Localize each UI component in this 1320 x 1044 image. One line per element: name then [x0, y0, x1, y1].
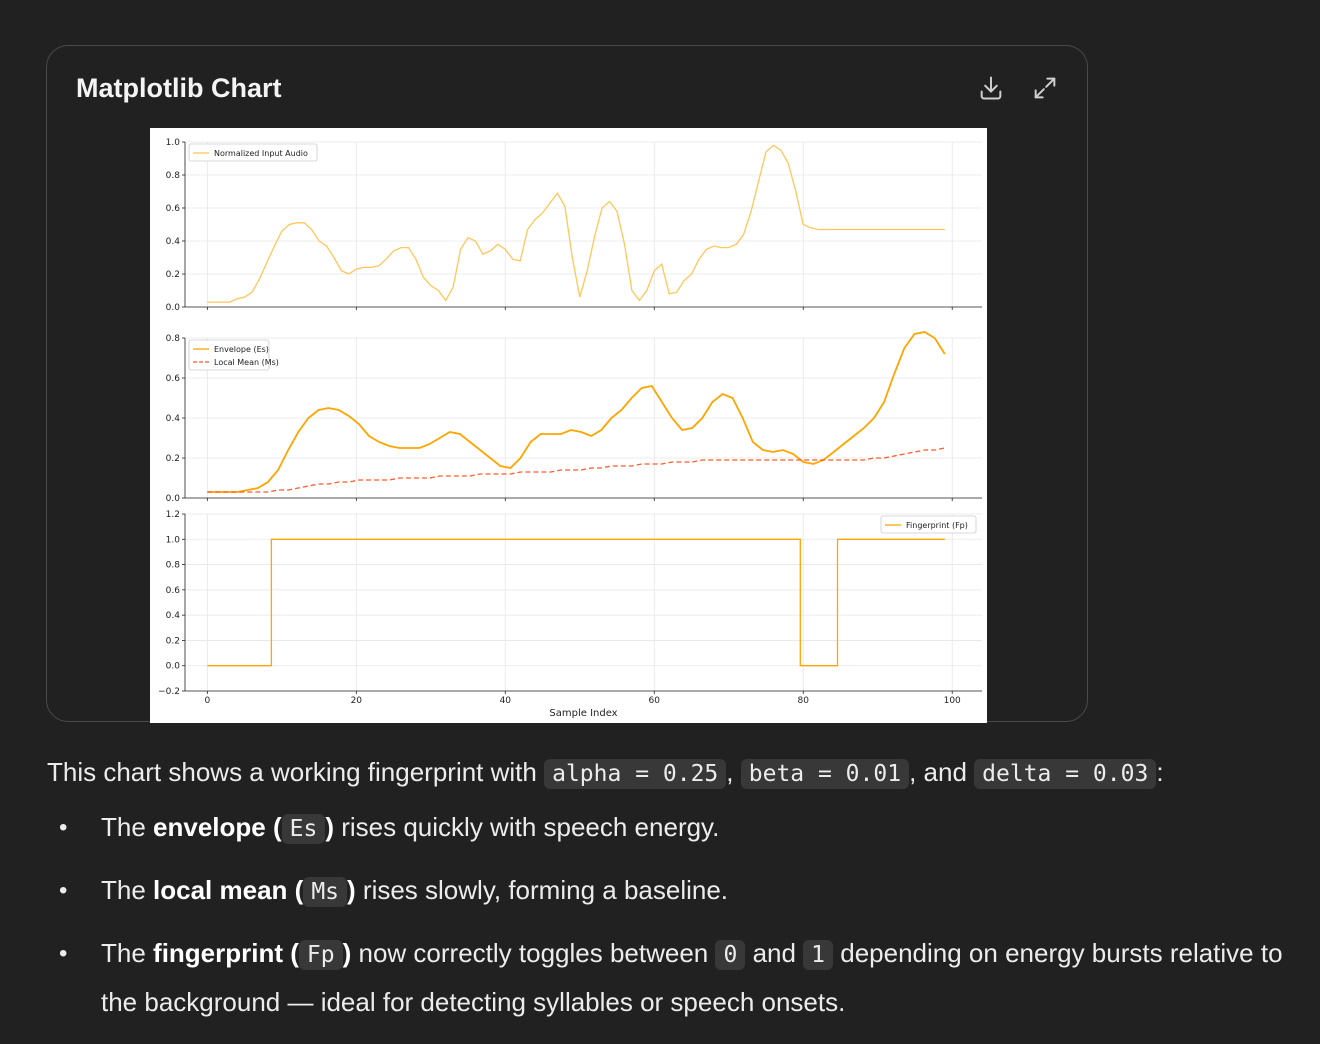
chart-image: 0.0 0.2 0.4 0.6 0.8 1.0 Normalized Input Audio… — [150, 128, 987, 723]
sep-1: , — [726, 757, 734, 787]
x-tick-label: 100 — [944, 696, 961, 706]
bullet-bold-close: ) — [347, 875, 356, 905]
bullet-text: rises quickly with speech energy. — [334, 812, 720, 842]
card-actions — [975, 72, 1061, 104]
bullet-text: The — [101, 875, 154, 905]
bullet-bold: local mean ( — [153, 875, 304, 905]
series-line — [207, 538, 945, 667]
x-tick-label: 60 — [649, 696, 661, 706]
matplotlib-figure: 0.0 0.2 0.4 0.6 0.8 1.0 Normalized Input Audio… — [158, 138, 982, 719]
y-tick-label: 1.0 — [166, 138, 181, 148]
legend-label: Normalized Input Audio — [214, 149, 308, 158]
y-tick-label: 1.0 — [166, 535, 181, 545]
y-tick-label: −0.2 — [158, 687, 180, 697]
y-tick-label: 0.0 — [166, 494, 181, 504]
series-line — [207, 144, 945, 303]
y-tick-label: 0.4 — [166, 237, 181, 247]
bullet-text: now correctly toggles between — [351, 938, 716, 968]
bullet-text: depending on energy bursts relative to t… — [101, 938, 1283, 1017]
list-item: • The local mean (Ms) rises slowly, formi… — [47, 867, 1297, 916]
bullet-dot: • — [59, 814, 68, 841]
series-line — [207, 331, 946, 493]
bullet-list: • The envelope (Es) rises quickly with sp… — [47, 804, 1297, 1026]
code-zero: 0 — [715, 940, 746, 970]
code-beta: beta = 0.01 — [740, 759, 910, 789]
x-tick-label: 40 — [500, 696, 512, 706]
y-tick-label: 1.2 — [166, 510, 180, 520]
y-tick-label: 0.2 — [166, 270, 180, 280]
bullet-bold-close: ) — [325, 812, 334, 842]
code-ms: Ms — [303, 877, 348, 907]
y-tick-label: 0.6 — [166, 586, 181, 596]
series-line — [207, 447, 945, 493]
intro-suffix: : — [1156, 757, 1164, 787]
list-item: • The fingerprint (Fp) now correctly togg… — [47, 930, 1297, 1026]
expand-icon[interactable] — [1029, 72, 1061, 104]
list-item: • The envelope (Es) rises quickly with sp… — [47, 804, 1297, 853]
code-alpha: alpha = 0.25 — [544, 759, 727, 789]
y-tick-label: 0.8 — [166, 334, 181, 344]
code-one: 1 — [803, 940, 834, 970]
legend-label: Local Mean (Ms) — [214, 358, 279, 367]
code-fp: Fp — [298, 940, 343, 970]
code-es: Es — [281, 814, 326, 844]
y-tick-label: 0.4 — [166, 611, 181, 621]
y-tick-label: 0.6 — [166, 204, 181, 214]
legend-box — [880, 515, 977, 534]
bullet-dot: • — [59, 877, 68, 904]
sep-2: , and — [909, 757, 967, 787]
x-axis-label: Sample Index — [549, 708, 617, 719]
response-text: This chart shows a working fingerprint w… — [47, 753, 1297, 1040]
bullet-bold-close: ) — [342, 938, 352, 968]
bullet-bold: envelope ( — [153, 812, 282, 842]
legend-box — [188, 143, 318, 162]
bullet-text: The — [101, 812, 154, 842]
y-tick-label: 0.0 — [166, 303, 181, 313]
code-delta: delta = 0.03 — [974, 759, 1157, 789]
x-tick-label: 20 — [351, 696, 363, 706]
y-tick-label: 0.4 — [166, 414, 181, 424]
y-tick-label: 0.8 — [166, 171, 181, 181]
x-tick-label: 0 — [204, 696, 210, 706]
y-tick-label: 0.2 — [166, 636, 180, 646]
intro-text: This chart shows a working fingerprint w… — [47, 757, 537, 787]
y-tick-label: 0.0 — [166, 662, 181, 672]
legend-label: Fingerprint (Fp) — [906, 521, 968, 530]
y-tick-label: 0.2 — [166, 454, 180, 464]
bullet-dot: • — [59, 940, 68, 967]
bullet-text: The — [101, 938, 154, 968]
bullet-text: rises slowly, forming a baseline. — [355, 875, 729, 905]
bullet-bold: fingerprint ( — [153, 938, 299, 968]
x-tick-label: 80 — [798, 696, 810, 706]
intro-paragraph: This chart shows a working fingerprint w… — [47, 753, 1297, 792]
y-tick-label: 0.8 — [166, 561, 181, 571]
card-title: Matplotlib Chart — [76, 73, 282, 103]
legend-label: Envelope (Es) — [214, 345, 269, 354]
bullet-text: and — [745, 938, 804, 968]
y-tick-label: 0.6 — [166, 374, 181, 384]
download-icon[interactable] — [975, 72, 1007, 104]
